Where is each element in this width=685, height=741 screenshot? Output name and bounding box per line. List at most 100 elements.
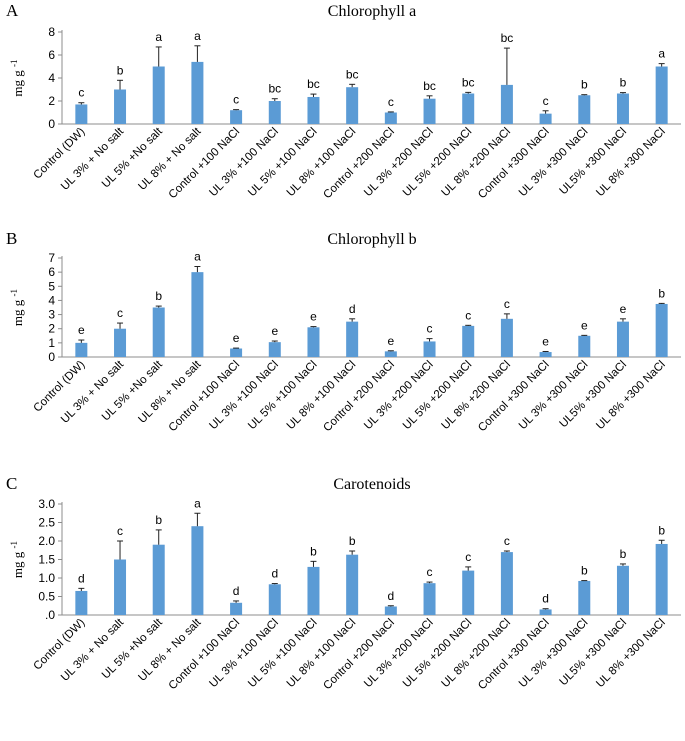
x-category-label: UL 3% +200 NaCl	[362, 126, 436, 200]
significance-letter: b	[581, 78, 588, 92]
bar	[307, 96, 320, 124]
chart-title: Chlorophyll a	[328, 3, 416, 20]
x-category-label: Control +200 NaCl	[321, 617, 397, 693]
y-tick-label: 0	[48, 350, 55, 364]
x-category-label: UL 3% +200 NaCl	[362, 359, 436, 433]
significance-letter: bc	[462, 75, 475, 89]
bar	[191, 272, 204, 357]
significance-letter: e	[388, 334, 395, 348]
bar	[114, 328, 127, 357]
bar	[75, 342, 88, 357]
x-category-label: UL 8% +200 NaCl	[440, 617, 514, 691]
x-category-label: UL 5% +200 NaCl	[401, 126, 475, 200]
significance-letter: b	[658, 523, 665, 537]
significance-letter: c	[427, 565, 433, 579]
bar	[346, 321, 359, 357]
x-category-label: UL 3% +300 NaCl	[517, 617, 591, 691]
bar	[230, 110, 243, 124]
bar	[500, 552, 513, 615]
x-category-label: UL 3% +200 NaCl	[362, 617, 436, 691]
significance-letter: e	[620, 302, 627, 316]
y-axis-label-superscript: -1	[9, 289, 19, 297]
bar	[268, 101, 281, 124]
y-tick-label: 6	[48, 265, 55, 279]
x-category-label: UL 8% +300 NaCl	[594, 617, 668, 691]
significance-letter: b	[658, 286, 665, 300]
bar	[191, 61, 204, 124]
bar	[539, 352, 552, 357]
y-tick-label: 0	[48, 117, 55, 131]
y-tick-label: 3.0	[38, 497, 55, 511]
significance-letter: c	[504, 534, 510, 548]
bar	[616, 93, 629, 124]
x-category-label: UL5% +300 NaCl	[558, 126, 630, 198]
bar	[578, 95, 591, 124]
significance-letter: c	[465, 550, 471, 564]
significance-letter: b	[155, 513, 162, 527]
significance-letter: d	[388, 589, 395, 603]
significance-letter: bc	[423, 79, 436, 93]
x-category-label: UL 8% +300 NaCl	[594, 359, 668, 433]
y-tick-label: 0.5	[38, 590, 55, 604]
y-tick-label: 4	[48, 71, 55, 85]
significance-letter: c	[78, 86, 84, 100]
bar	[114, 559, 127, 615]
bar	[423, 98, 436, 124]
bar	[152, 544, 165, 615]
significance-letter: b	[620, 547, 627, 561]
bar	[616, 321, 629, 357]
y-tick-label: 7	[48, 251, 55, 265]
y-tick-label: 5	[48, 279, 55, 293]
y-tick-label: 8	[48, 25, 55, 39]
y-tick-label: 3	[48, 308, 55, 322]
panel-letter: B	[6, 229, 17, 248]
y-tick-label: 1.0	[38, 571, 55, 585]
significance-letter: c	[388, 95, 394, 109]
bar	[152, 307, 165, 357]
bar	[423, 583, 436, 615]
y-axis-label-superscript: -1	[9, 59, 19, 67]
panel-letter: C	[6, 474, 17, 493]
significance-letter: e	[581, 318, 588, 332]
significance-letter: c	[233, 93, 239, 107]
x-category-label: UL 5% +200 NaCl	[401, 617, 475, 691]
bar	[384, 112, 397, 124]
x-category-label: UL5% +300 NaCl	[558, 617, 630, 689]
bar	[75, 590, 88, 615]
bar	[152, 66, 165, 124]
bar	[230, 602, 243, 615]
bar	[230, 348, 243, 357]
x-category-label: UL 8% +200 NaCl	[440, 126, 514, 200]
bar	[539, 609, 552, 615]
bar	[346, 554, 359, 615]
significance-letter: b	[581, 564, 588, 578]
x-category-label: Control +300 NaCl	[476, 617, 552, 693]
y-tick-label: 2	[48, 322, 55, 336]
y-tick-label: 1	[48, 336, 55, 350]
y-tick-label: 1.5	[38, 553, 55, 567]
significance-letter: b	[620, 76, 627, 90]
significance-letter: e	[542, 334, 549, 348]
y-tick-label: 4	[48, 293, 55, 307]
bar	[462, 93, 475, 124]
chart-title: Chlorophyll b	[327, 231, 416, 248]
x-category-label: UL 3% +100 NaCl	[207, 126, 281, 200]
significance-letter: d	[271, 567, 278, 581]
bar	[539, 113, 552, 124]
significance-letter: a	[658, 47, 665, 61]
bar	[578, 335, 591, 357]
x-category-label: UL5% +300 NaCl	[558, 359, 630, 431]
bar	[655, 66, 668, 124]
significance-letter: d	[233, 584, 240, 598]
bar	[307, 566, 320, 615]
significance-letter: c	[117, 306, 123, 320]
significance-letter: bc	[346, 67, 359, 81]
significance-letter: e	[233, 331, 240, 345]
bar	[462, 570, 475, 615]
significance-letter: c	[465, 308, 471, 322]
bar	[268, 584, 281, 615]
significance-letter: bc	[501, 31, 514, 45]
